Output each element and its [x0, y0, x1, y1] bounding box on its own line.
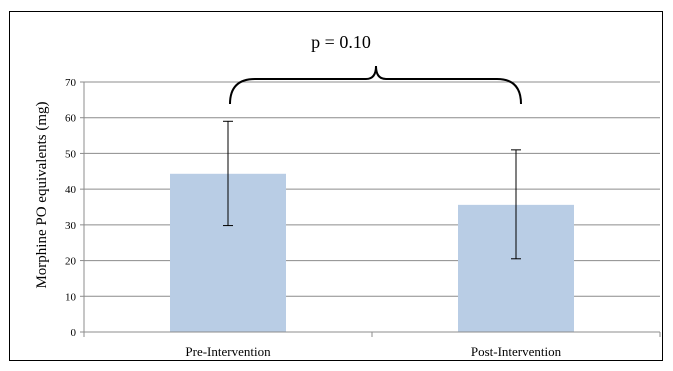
y-tick-label: 70 — [65, 77, 77, 89]
significance-bracket — [229, 65, 522, 105]
y-tick-label: 60 — [65, 113, 77, 125]
y-tick-label: 0 — [71, 327, 77, 339]
y-tick-label: 40 — [65, 184, 77, 196]
x-category-label: Pre-Intervention — [185, 344, 271, 359]
y-tick-label: 20 — [65, 256, 77, 268]
y-tick-label: 10 — [65, 291, 77, 303]
x-category-label: Post-Intervention — [471, 344, 562, 359]
y-axis-label: Morphine PO equivalents (mg) — [34, 101, 50, 288]
y-tick-label: 50 — [65, 148, 77, 160]
y-tick-label: 30 — [65, 220, 77, 232]
p-value-annotation: p = 0.10 — [311, 32, 371, 52]
